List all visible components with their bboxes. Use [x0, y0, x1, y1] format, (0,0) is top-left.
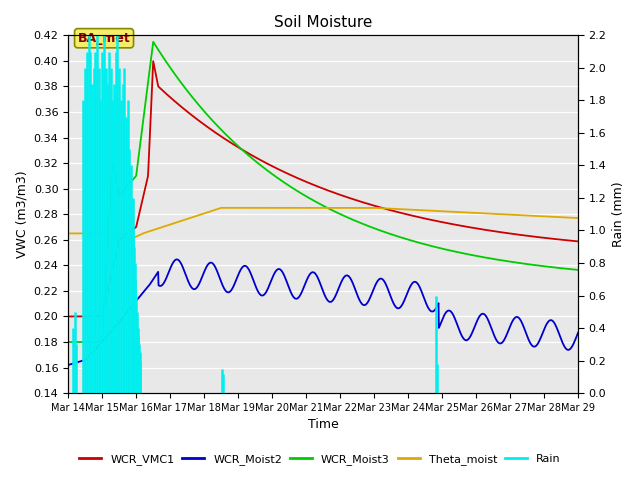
- Y-axis label: Rain (mm): Rain (mm): [612, 181, 625, 247]
- Legend: WCR_VMC1, WCR_Moist2, WCR_Moist3, Theta_moist, Rain: WCR_VMC1, WCR_Moist2, WCR_Moist3, Theta_…: [75, 450, 565, 469]
- X-axis label: Time: Time: [308, 419, 339, 432]
- Y-axis label: VWC (m3/m3): VWC (m3/m3): [15, 170, 28, 258]
- Text: BA_met: BA_met: [77, 32, 131, 45]
- Title: Soil Moisture: Soil Moisture: [274, 15, 372, 30]
